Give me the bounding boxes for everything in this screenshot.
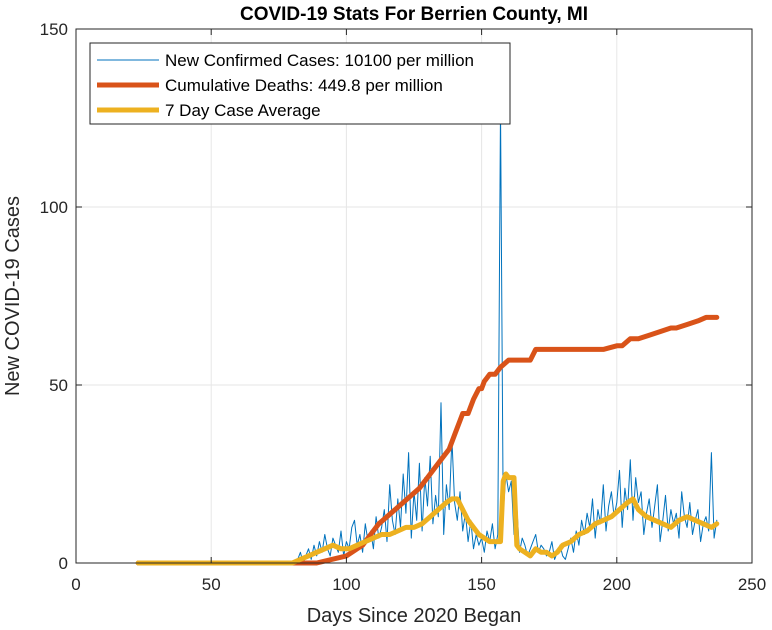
- x-tick-label: 200: [603, 575, 631, 594]
- legend: New Confirmed Cases: 10100 per million Cu…: [89, 42, 511, 125]
- series-layer: [135, 106, 720, 566]
- x-tick-label: 150: [467, 575, 495, 594]
- legend-entry-new-cases: New Confirmed Cases: 10100 per million: [97, 51, 474, 70]
- x-tick-label: 50: [202, 575, 221, 594]
- x-tick-label: 0: [71, 575, 80, 594]
- y-axis-label: New COVID-19 Cases: [2, 196, 24, 396]
- legend-box: [89, 42, 511, 125]
- x-axis-label: Days Since 2020 Began: [307, 605, 522, 627]
- y-tick-label: 50: [49, 376, 68, 395]
- legend-label: 7 Day Case Average: [165, 101, 321, 120]
- legend-label: Cumulative Deaths: 449.8 per million: [165, 76, 443, 95]
- x-tick-label: 250: [738, 575, 766, 594]
- chart-title: COVID-19 Stats For Berrien County, MI: [240, 4, 588, 25]
- legend-entry-cumulative-deaths: Cumulative Deaths: 449.8 per million: [97, 76, 443, 95]
- seven-day-average-line: [135, 471, 720, 566]
- y-tick-label: 0: [59, 554, 68, 573]
- y-tick-label: 100: [40, 198, 68, 217]
- legend-label: New Confirmed Cases: 10100 per million: [165, 51, 474, 70]
- plot-area-border: [75, 28, 753, 564]
- ticks: 0 50 100 150 200 250 0 50 100 150: [40, 20, 767, 594]
- legend-entry-seven-day-average: 7 Day Case Average: [97, 101, 321, 120]
- x-tick-label: 100: [332, 575, 360, 594]
- cumulative-deaths-line: [135, 314, 720, 566]
- y-tick-label: 150: [40, 20, 68, 39]
- new-cases-line: [137, 106, 718, 564]
